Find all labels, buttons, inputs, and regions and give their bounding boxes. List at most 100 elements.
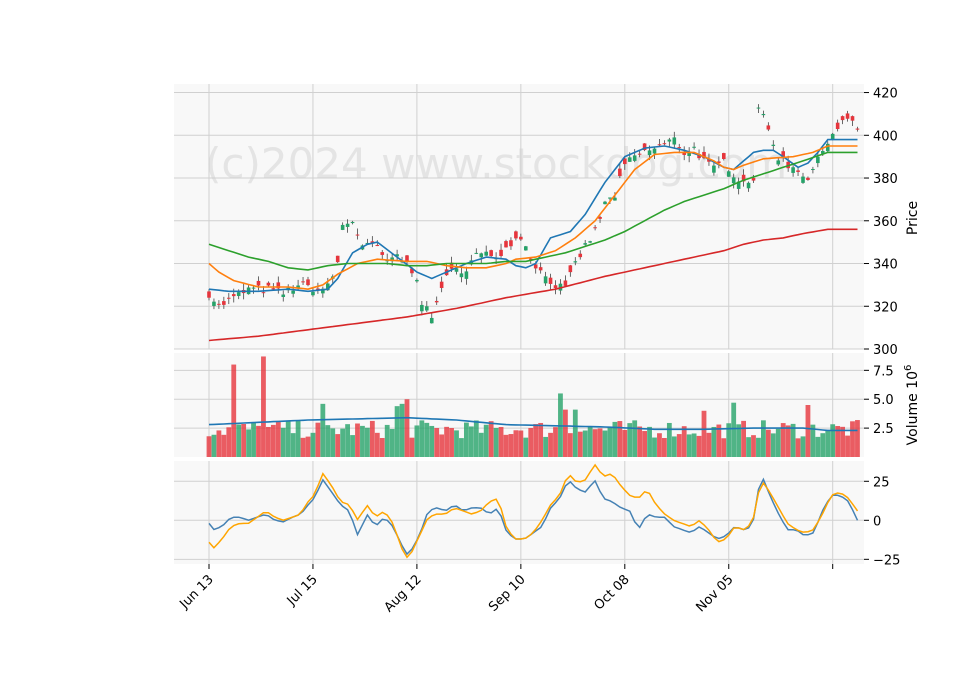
- candle-body: [593, 227, 597, 229]
- volume-bar: [498, 427, 504, 457]
- candle-body: [751, 177, 756, 181]
- candle-body: [548, 277, 553, 284]
- volume-y-tick-label: 7.5: [873, 364, 894, 379]
- volume-bar: [231, 364, 237, 457]
- candle-body: [281, 294, 286, 297]
- candle-body: [731, 177, 736, 184]
- volume-bar: [706, 432, 712, 457]
- volume-bar: [355, 423, 360, 457]
- candle-body: [736, 181, 741, 189]
- volume-bar: [642, 431, 647, 457]
- volume-bar: [360, 425, 365, 457]
- candle-body: [692, 146, 696, 148]
- candle-body: [632, 155, 637, 161]
- candle-body: [291, 290, 295, 294]
- candle-body: [459, 273, 464, 278]
- volume-bar: [815, 436, 821, 457]
- candle-body: [840, 116, 845, 121]
- candle-body: [395, 254, 399, 257]
- volume-bar: [632, 420, 638, 457]
- volume-bar: [221, 434, 227, 457]
- candle-body: [222, 301, 226, 305]
- candle-body: [316, 288, 320, 290]
- volume-bar: [850, 421, 855, 457]
- volume-bar: [572, 409, 578, 457]
- candle-body: [642, 143, 647, 151]
- candle-body: [801, 176, 805, 183]
- candle-body: [850, 116, 855, 121]
- volume-bar: [464, 422, 469, 457]
- volume-bar: [459, 438, 464, 457]
- volume-bar: [736, 424, 742, 457]
- volume-bar: [820, 433, 826, 457]
- volume-bar: [731, 402, 737, 457]
- candle-body: [821, 150, 825, 154]
- candle-body: [464, 271, 469, 279]
- candle-body: [746, 182, 751, 189]
- price-y-tick-label: 360: [873, 215, 898, 230]
- volume-bar: [280, 427, 286, 457]
- volume-bar: [488, 421, 494, 457]
- candle-body: [583, 243, 587, 245]
- volume-bar: [241, 424, 247, 457]
- candle-body: [657, 144, 662, 146]
- volume-bar: [761, 420, 766, 457]
- volume-bar: [330, 428, 336, 457]
- volume-bar: [741, 420, 746, 457]
- volume-bar: [285, 420, 291, 457]
- volume-axis-label: Volume 106: [903, 365, 921, 446]
- volume-bar: [751, 435, 756, 457]
- volume-bar: [770, 433, 776, 457]
- volume-bar: [538, 422, 544, 457]
- oscillator-layer: [208, 463, 859, 559]
- volume-bar: [399, 403, 405, 457]
- volume-bar: [671, 436, 677, 457]
- x-tick-label: Jul 15: [284, 572, 321, 609]
- volume-axis-label-exp: 6: [903, 365, 914, 371]
- candle-body: [296, 285, 300, 289]
- candle-body: [499, 249, 503, 257]
- volume-bar: [345, 424, 350, 457]
- x-tick-label: Oct 08: [592, 572, 633, 613]
- price-ma-line: [208, 145, 858, 291]
- candle-body: [573, 261, 578, 263]
- volume-bar: [800, 436, 806, 457]
- candle-body: [236, 292, 241, 297]
- candle-body: [420, 304, 424, 312]
- candle-body: [509, 240, 513, 247]
- candle-body: [652, 148, 657, 154]
- candle-body: [825, 143, 830, 152]
- volume-bar: [845, 435, 850, 457]
- volume-bar: [419, 420, 425, 457]
- volume-bar: [503, 434, 509, 457]
- candle-body: [647, 150, 652, 156]
- candle-body: [816, 156, 820, 164]
- volume-bar: [612, 421, 618, 457]
- volume-axis-label-base: Volume 10: [905, 371, 921, 445]
- candle-body: [608, 197, 612, 199]
- volume-bar: [523, 437, 529, 457]
- candle-body: [524, 246, 528, 251]
- volume-bar: [434, 428, 440, 457]
- candle-body: [365, 242, 370, 244]
- volume-bar: [577, 431, 583, 457]
- volume-bar: [384, 424, 390, 457]
- price-layer: [207, 104, 860, 342]
- volume-bar: [716, 424, 722, 457]
- volume-bar: [305, 436, 311, 457]
- price-y-tick-label: 380: [873, 172, 898, 187]
- candle-body: [256, 280, 261, 286]
- volume-bar: [424, 422, 430, 457]
- oscillator-line: [208, 463, 859, 559]
- candle-body: [425, 306, 429, 311]
- osc-y-tick-label: −25: [873, 553, 900, 568]
- volume-bar: [216, 430, 222, 457]
- volume-bar: [637, 426, 643, 457]
- candle-body: [271, 288, 276, 290]
- volume-bar: [528, 428, 534, 457]
- candle-body: [741, 174, 746, 182]
- candle-body: [811, 169, 815, 171]
- volume-bar: [295, 420, 301, 457]
- candle-body: [603, 201, 607, 205]
- volume-bar: [627, 423, 633, 457]
